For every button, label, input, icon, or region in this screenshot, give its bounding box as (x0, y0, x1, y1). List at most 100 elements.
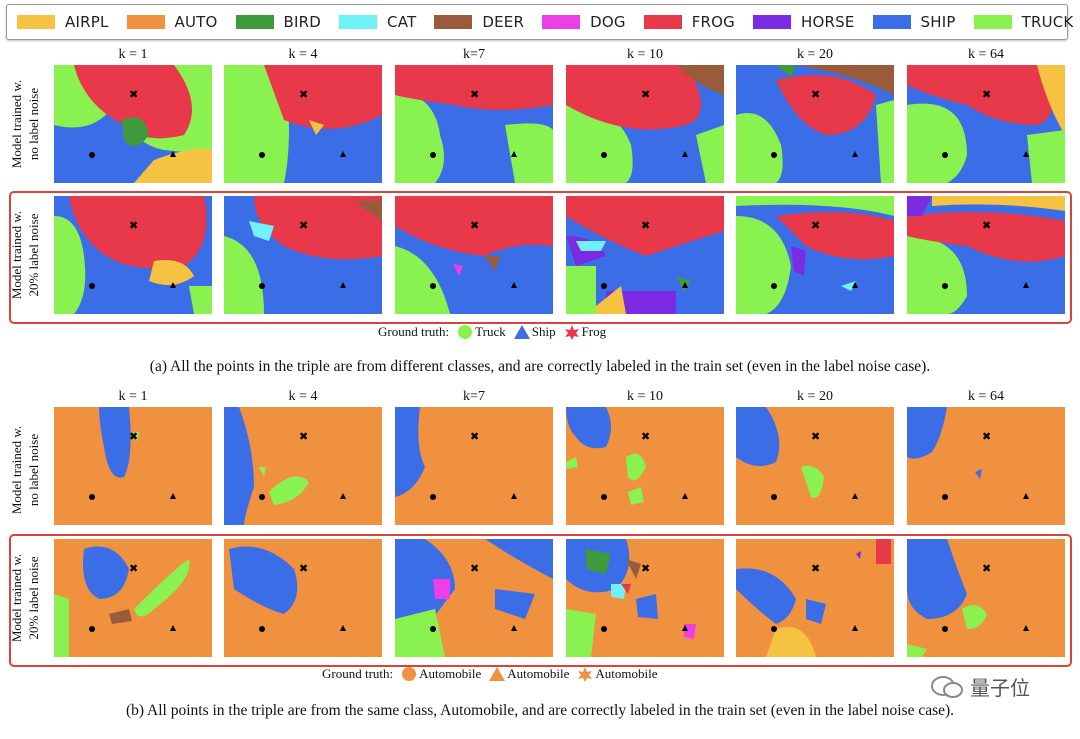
decision-region (54, 407, 212, 525)
legend-swatch (126, 15, 165, 29)
star-marker: ✖ (982, 220, 991, 232)
decision-region (54, 539, 212, 657)
triangle-marker (852, 151, 858, 157)
triangle-marker (511, 282, 517, 288)
decision-region (907, 407, 947, 459)
triangle-marker (511, 625, 517, 631)
decision-region (611, 584, 626, 599)
decision-region (264, 65, 382, 129)
decision-region (99, 407, 131, 478)
triangle-marker (1023, 282, 1029, 288)
decision-region (395, 65, 553, 110)
star-marker: ✖ (129, 431, 138, 443)
circle-marker (601, 283, 607, 289)
decision-region (856, 551, 861, 559)
b-clean-panel-1: ✖ (224, 407, 382, 525)
legend-swatch (542, 15, 581, 29)
circle-marker (942, 283, 948, 289)
legend-label: DEER (482, 13, 525, 31)
decision-region (932, 196, 1065, 211)
decision-region (309, 120, 324, 135)
k-label: k = 20 (797, 47, 833, 62)
decision-region (1027, 130, 1065, 183)
ground-truth-label: Ground truth: (322, 666, 394, 681)
gt-label-frog: Frog (581, 324, 607, 339)
a-noisy-panel-0: ✖ (54, 196, 212, 314)
a-clean-panel-0: ✖ (54, 65, 212, 183)
star-marker: ✖ (129, 220, 138, 232)
decision-region (134, 148, 212, 183)
a-noisy-panel-2: ✖ (395, 196, 553, 314)
triangle-marker (1023, 493, 1029, 499)
circle-marker (771, 283, 777, 289)
a-noisy-panel-5: ✖ (907, 196, 1065, 314)
decision-region (269, 476, 309, 505)
circle-marker (89, 494, 95, 500)
decision-region (395, 246, 450, 314)
legend-item-dog: DOG (532, 13, 626, 31)
circle-marker (771, 152, 777, 158)
gt-label-auto-3: Automobile (595, 666, 658, 681)
triangle-marker (170, 625, 176, 631)
ground-truth-a: Ground truth: Truck Ship Frog (378, 324, 612, 340)
star-marker: ✖ (811, 563, 820, 575)
decision-region (224, 65, 289, 183)
decision-region (189, 286, 212, 314)
star-marker: ✖ (129, 563, 138, 575)
decision-region (453, 264, 463, 276)
circle-marker (430, 626, 436, 632)
decision-region (259, 467, 266, 477)
triangle-marker (170, 282, 176, 288)
decision-region (736, 216, 791, 314)
b-noisy-panel-1: ✖ (224, 539, 382, 657)
decision-region (54, 594, 69, 657)
triangle-marker (340, 151, 346, 157)
decision-region (83, 546, 129, 599)
triangle-marker (1023, 625, 1029, 631)
star-marker: ✖ (811, 89, 820, 101)
b-noisy-panel-4: ✖ (736, 539, 894, 657)
a-noisy-panel-4: ✖ (736, 196, 894, 314)
ground-truth-b: Ground truth: Automobile Automobile Auto… (322, 666, 663, 682)
triangle-marker (340, 625, 346, 631)
a-clean-panel-5: ✖ (907, 65, 1065, 183)
legend-item-frog: FROG (634, 13, 735, 31)
noisy-row-highlight-b (9, 534, 1072, 667)
row-label-line: no label noise (26, 433, 41, 507)
circle-marker (430, 152, 436, 158)
decision-region (74, 65, 192, 139)
legend-item-bird: BIRD (226, 13, 322, 31)
k-label: k = 10 (627, 47, 663, 62)
decision-region (684, 624, 696, 639)
decision-region (676, 276, 691, 291)
legend-swatch (434, 15, 473, 29)
a-clean-panel-4: ✖ (736, 65, 894, 183)
b-clean-panel-4: ✖ (736, 407, 894, 525)
class-legend: AIRPL AUTO BIRD CAT DEER DOG FROG HORSE SHIP TRUC… (6, 4, 1073, 40)
triangle-marker (682, 282, 688, 288)
k-label: k = 10 (627, 389, 663, 404)
k-label: k=7 (463, 47, 485, 62)
star-marker: ✖ (811, 431, 820, 443)
star-marker: ✖ (470, 89, 479, 101)
star-marker: ✖ (982, 431, 991, 443)
decision-region (586, 549, 611, 574)
b-noisy-panel-3: ✖ (566, 539, 724, 657)
decision-region (636, 594, 658, 619)
decision-region (806, 599, 826, 624)
decision-region (566, 266, 596, 314)
legend-swatch (17, 15, 55, 29)
decision-region (149, 260, 194, 285)
watermark: 量子位 (930, 672, 1030, 701)
decision-region (801, 465, 824, 498)
decision-region (621, 584, 631, 594)
circle-marker (771, 626, 777, 632)
a-noisy-panel-3: ✖ (566, 196, 724, 314)
legend-label: SHIP (920, 13, 956, 31)
decision-region (907, 65, 1052, 125)
triangle-marker (1023, 151, 1029, 157)
decision-region (354, 201, 382, 221)
circle-marker (942, 494, 948, 500)
decision-region (736, 407, 780, 466)
decision-region (69, 196, 207, 269)
